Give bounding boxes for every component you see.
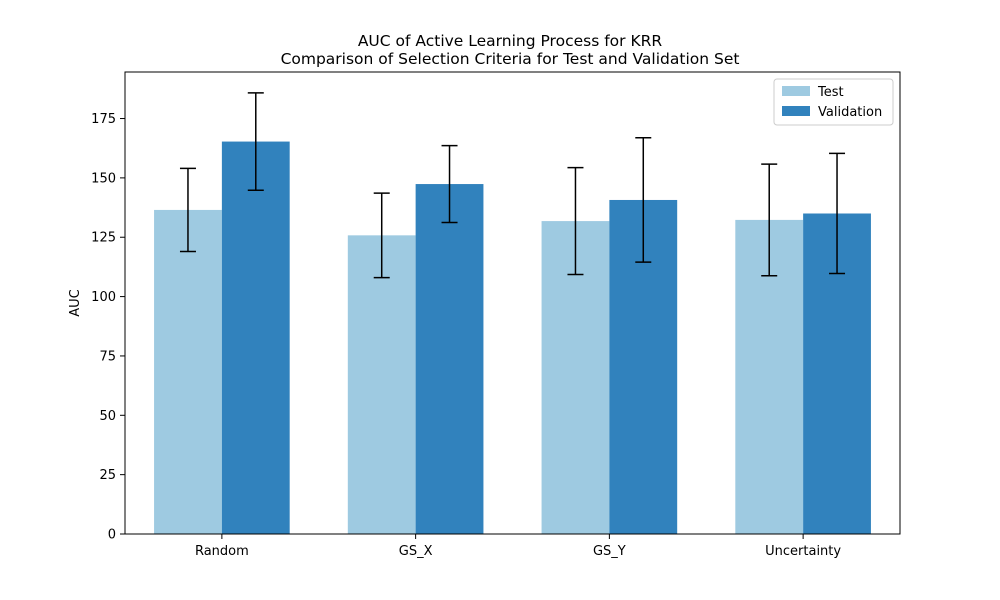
y-tick-label: 0	[108, 528, 116, 543]
bars-layer	[154, 141, 871, 535]
y-tick-label: 125	[91, 231, 116, 246]
x-tick-label: GS_X	[399, 544, 433, 559]
bar-test-gs_x	[347, 235, 416, 534]
bar-validation-gs_x	[415, 184, 484, 534]
x-tick-label: Random	[195, 544, 249, 559]
legend-swatch-test	[782, 86, 810, 96]
y-tick-label: 100	[91, 290, 116, 305]
x-tick-label: Uncertainty	[765, 544, 841, 559]
y-tick-label: 150	[91, 171, 116, 186]
y-axis-label: AUC	[68, 289, 83, 317]
legend-label-validation: Validation	[818, 105, 882, 120]
y-tick-label: 75	[99, 349, 116, 364]
x-tick-label: GS_Y	[593, 544, 626, 559]
y-axis: 0 25 50 75 100 125 150 175	[91, 112, 125, 543]
bar-test-random	[154, 209, 222, 535]
legend: Test Validation	[773, 78, 894, 126]
y-tick-label: 175	[91, 112, 116, 127]
x-axis: Random GS_X GS_Y Uncertainty	[195, 534, 841, 559]
legend-label-test: Test	[817, 85, 844, 100]
y-tick-label: 50	[99, 409, 116, 424]
errorbars-layer	[179, 92, 846, 279]
legend-swatch-validation	[782, 106, 810, 116]
chart-title: AUC of Active Learning Process for KRR	[358, 32, 663, 50]
bar-validation-random	[221, 141, 290, 534]
y-tick-label: 25	[99, 468, 116, 483]
plot-frame	[124, 71, 901, 535]
chart-subtitle: Comparison of Selection Criteria for Tes…	[281, 50, 740, 68]
